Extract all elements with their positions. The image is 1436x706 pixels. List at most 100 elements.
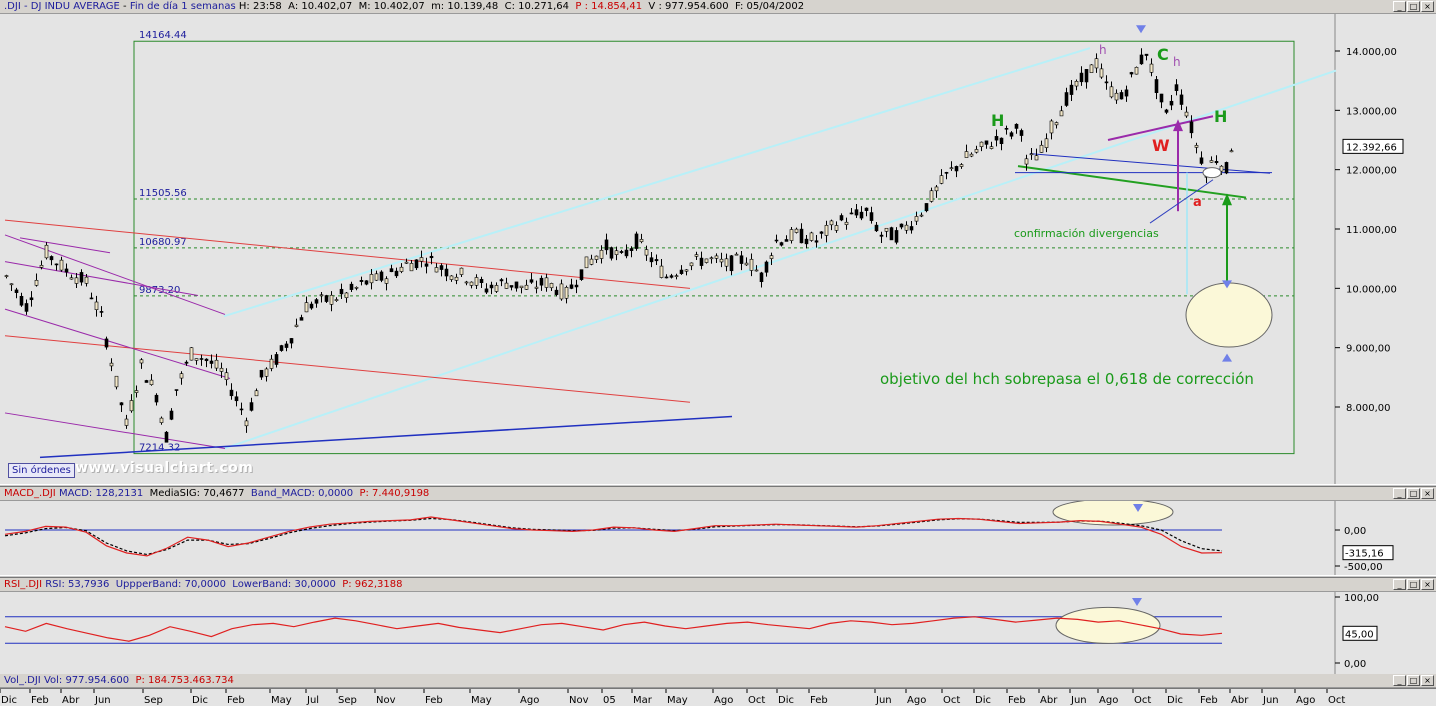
candle-body — [469, 281, 474, 286]
price-pane-header: .DJI - DJ INDU AVERAGE - Fin de día 1 se… — [0, 0, 1436, 14]
candle-body — [9, 283, 14, 286]
candle-body — [4, 275, 9, 277]
candle-body — [559, 283, 564, 300]
candle-body — [1069, 84, 1074, 95]
candle-body — [849, 212, 854, 215]
x-tick-label: Feb — [227, 695, 245, 706]
candle-body — [529, 279, 534, 283]
candle-body — [904, 224, 909, 231]
x-tick-label: Jun — [1070, 695, 1087, 706]
candle-body — [44, 244, 49, 259]
candle-body — [809, 232, 814, 241]
y-tick-label: 12.000,00 — [1346, 166, 1397, 177]
x-tick-label: Nov — [569, 695, 589, 706]
vol-window-buttons: _ □ × — [1393, 675, 1434, 686]
candle-body — [204, 358, 209, 362]
candle-body — [629, 248, 634, 251]
candle-body — [1054, 122, 1059, 126]
candle-body — [509, 285, 514, 288]
candle-body — [174, 389, 179, 391]
macd-signal: MediaSIG: 70,4677 — [149, 488, 245, 499]
candle-body — [104, 338, 109, 348]
minimize-icon[interactable]: _ — [1393, 579, 1406, 590]
candle-body — [459, 267, 464, 275]
candle-body — [1074, 80, 1079, 87]
candle-body — [379, 271, 384, 281]
divergence-pointer — [1149, 179, 1214, 224]
price-chart: 14.000,00 13.000,00 12.000,00 11.000,00 10.0… — [4, 14, 1404, 484]
candle-body — [239, 408, 244, 411]
close-icon[interactable]: × — [1421, 579, 1434, 590]
candle-body — [374, 273, 379, 281]
candle-body — [1144, 53, 1149, 56]
candle-body — [314, 299, 319, 304]
rsi-upper: UppperBand: 70,0000 — [115, 579, 226, 590]
candle-body — [354, 286, 359, 289]
candle-body — [1034, 155, 1039, 161]
macd-p: P: 7.440,9198 — [359, 488, 430, 499]
candle-body — [364, 280, 369, 285]
minimize-icon[interactable]: _ — [1393, 675, 1406, 686]
x-tick-label: Oct — [748, 695, 765, 706]
candle-body — [924, 203, 929, 212]
candle-body — [399, 266, 404, 272]
candle-body — [1229, 150, 1234, 153]
candle-body — [1024, 158, 1029, 165]
volume-label: V : 977.954.600 — [648, 1, 729, 12]
pane-splitter-2[interactable] — [0, 575, 1436, 578]
fib-level-label: 11505.56 — [139, 188, 187, 199]
red-trendline — [4, 335, 691, 403]
close-icon[interactable]: × — [1421, 675, 1434, 686]
candle-body — [389, 268, 394, 273]
candle-body — [649, 257, 654, 263]
candle-body — [1044, 138, 1049, 148]
fib-level-label: 14164.44 — [139, 30, 187, 41]
close-icon[interactable]: × — [1421, 1, 1434, 12]
candle-body — [319, 294, 324, 297]
candle-body — [454, 276, 459, 281]
candle-body — [64, 268, 69, 273]
candle-body — [564, 287, 569, 299]
candle-body — [324, 295, 329, 302]
sin-ordenes-badge[interactable]: Sin órdenes — [8, 463, 75, 478]
candle-body — [404, 261, 409, 264]
maximize-icon[interactable]: □ — [1407, 1, 1420, 12]
last-value-box — [1342, 138, 1404, 154]
neckline-shoulder — [1107, 115, 1214, 141]
candle-body — [139, 359, 144, 364]
maximize-icon[interactable]: □ — [1407, 579, 1420, 590]
minimize-icon[interactable]: _ — [1393, 1, 1406, 12]
candle-body — [539, 277, 544, 286]
candle-body — [699, 257, 704, 266]
candle-body — [1134, 66, 1139, 75]
price-y-axis: 14.000,00 13.000,00 12.000,00 11.000,00 10.0… — [1335, 47, 1404, 414]
x-tick-label: Ago — [1099, 695, 1118, 706]
candle-body — [679, 269, 684, 274]
target-marker-arrow — [1222, 353, 1232, 362]
maximize-icon[interactable]: □ — [1407, 488, 1420, 499]
x-tick-label: Feb — [31, 695, 49, 706]
target-ellipse — [1185, 282, 1273, 348]
candle-body — [1029, 153, 1034, 156]
pane-splitter-1[interactable] — [0, 484, 1436, 487]
minimize-icon[interactable]: _ — [1393, 488, 1406, 499]
maximize-icon[interactable]: □ — [1407, 675, 1420, 686]
candle-body — [34, 279, 39, 286]
candle-body — [1099, 68, 1104, 78]
rsi-pane: RSI_.DJI RSI: 53,7936 UppperBand: 70,000… — [0, 578, 1436, 674]
candle-body — [584, 256, 589, 269]
candle-body — [639, 239, 644, 243]
close-icon[interactable]: × — [1421, 488, 1434, 499]
candle-body — [434, 267, 439, 273]
candle-body — [814, 240, 819, 243]
candle-body — [1049, 120, 1054, 134]
candle-body — [624, 249, 629, 257]
x-tick-label: Feb — [1008, 695, 1026, 706]
candle-body — [914, 216, 919, 222]
candle-body — [574, 284, 579, 288]
candle-body — [169, 410, 174, 420]
candle-body — [744, 262, 749, 266]
candle-body — [269, 358, 274, 369]
candle-body — [274, 354, 279, 365]
macd-signal-line — [4, 517, 1223, 556]
